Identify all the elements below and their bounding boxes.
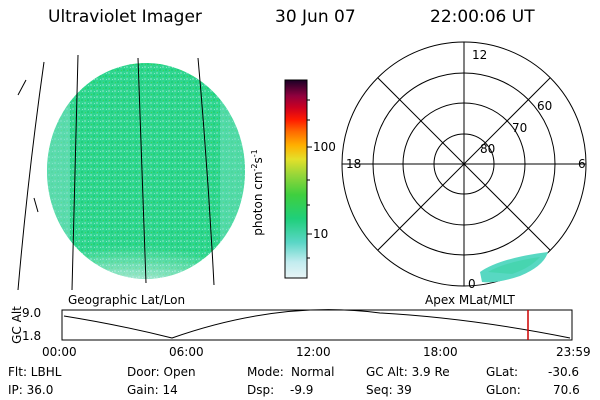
timeline-ytick-1_8: 1.8 [22,329,42,343]
colorbar-tick-10: 10 [313,227,329,241]
timeline-xtick-0000: 00:00 [42,345,77,359]
colorbar-label: photon cm-2s-1 [249,149,265,236]
info-seq: Seq: 39 [366,383,412,397]
lat-label-70: 70 [512,121,528,135]
mlt-label-12: 12 [472,48,488,62]
colorbar [284,79,312,279]
info-gain: Gain: 14 [127,383,178,397]
longitude-lines [17,54,215,291]
left-panel-caption: Geographic Lat/Lon [68,293,186,307]
colorbar-tick-100: 100 [313,140,336,154]
uv-image-disk [17,54,245,291]
mlt-label-0: 0 [468,277,476,291]
time-label: 22:00:06 UT [430,7,535,27]
mlt-label-6: 6 [578,157,586,171]
timeline-xtick-1800: 18:00 [423,345,458,359]
info-glat-label: GLat: [486,365,519,379]
timeline-xtick-0600: 06:00 [169,345,204,359]
timeline-ytick-9: 9.0 [22,306,42,320]
timeline-xtick-1200: 12:00 [296,345,331,359]
info-glon-value: 70.6 [553,383,580,397]
info-flt: Flt: LBHL [8,365,62,379]
info-dsp-value: -9.9 [290,383,314,397]
info-glat-value: -30.6 [548,365,580,379]
lat-label-80: 80 [480,142,496,156]
info-mode-value: Normal [291,365,335,379]
info-dsp-label: Dsp: [247,383,275,397]
info-ip: IP: 36.0 [8,383,54,397]
instrument-title: Ultraviolet Imager [48,7,202,27]
timeline-xtick-2359: 23:59 [556,345,591,359]
info-gcalt: GC Alt: 3.9 Re [366,365,450,379]
date-label: 30 Jun 07 [275,7,356,27]
timeline-plot [61,309,573,341]
info-mode-label: Mode: [247,365,284,379]
altitude-curve [63,309,571,339]
polar-caption: Apex MLat/MLT [425,293,515,307]
polar-plot [341,41,587,287]
info-glon-label: GLon: [486,383,521,397]
polar-aurora-patch [480,252,548,283]
lat-label-60: 60 [537,99,553,113]
mlt-label-18: 18 [346,157,362,171]
info-door: Door: Open [127,365,196,379]
